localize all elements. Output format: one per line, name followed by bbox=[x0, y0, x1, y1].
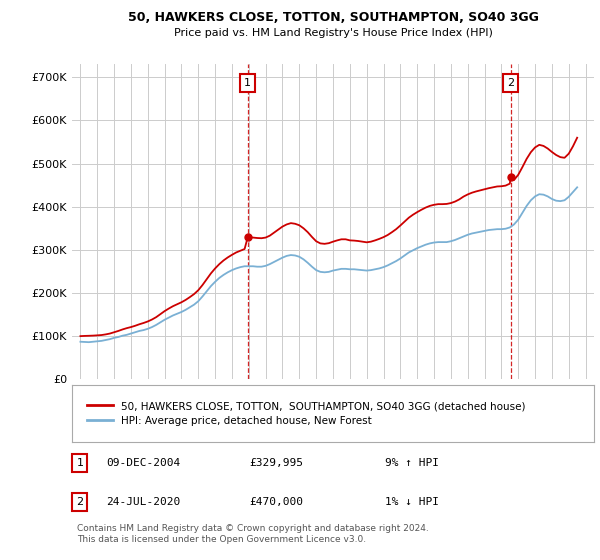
Text: £329,995: £329,995 bbox=[250, 458, 304, 468]
Text: 1: 1 bbox=[244, 78, 251, 88]
Text: 2: 2 bbox=[76, 497, 83, 507]
Text: 09-DEC-2004: 09-DEC-2004 bbox=[106, 458, 180, 468]
Text: 50, HAWKERS CLOSE, TOTTON, SOUTHAMPTON, SO40 3GG: 50, HAWKERS CLOSE, TOTTON, SOUTHAMPTON, … bbox=[128, 11, 538, 24]
Text: 2: 2 bbox=[507, 78, 514, 88]
Text: 1: 1 bbox=[76, 458, 83, 468]
Text: 1% ↓ HPI: 1% ↓ HPI bbox=[385, 497, 439, 507]
Text: Contains HM Land Registry data © Crown copyright and database right 2024.
This d: Contains HM Land Registry data © Crown c… bbox=[77, 525, 429, 544]
Legend: 50, HAWKERS CLOSE, TOTTON,  SOUTHAMPTON, SO40 3GG (detached house), HPI: Average: 50, HAWKERS CLOSE, TOTTON, SOUTHAMPTON, … bbox=[82, 397, 530, 430]
Text: 24-JUL-2020: 24-JUL-2020 bbox=[106, 497, 180, 507]
Text: Price paid vs. HM Land Registry's House Price Index (HPI): Price paid vs. HM Land Registry's House … bbox=[173, 27, 493, 38]
Text: £470,000: £470,000 bbox=[250, 497, 304, 507]
Text: 9% ↑ HPI: 9% ↑ HPI bbox=[385, 458, 439, 468]
